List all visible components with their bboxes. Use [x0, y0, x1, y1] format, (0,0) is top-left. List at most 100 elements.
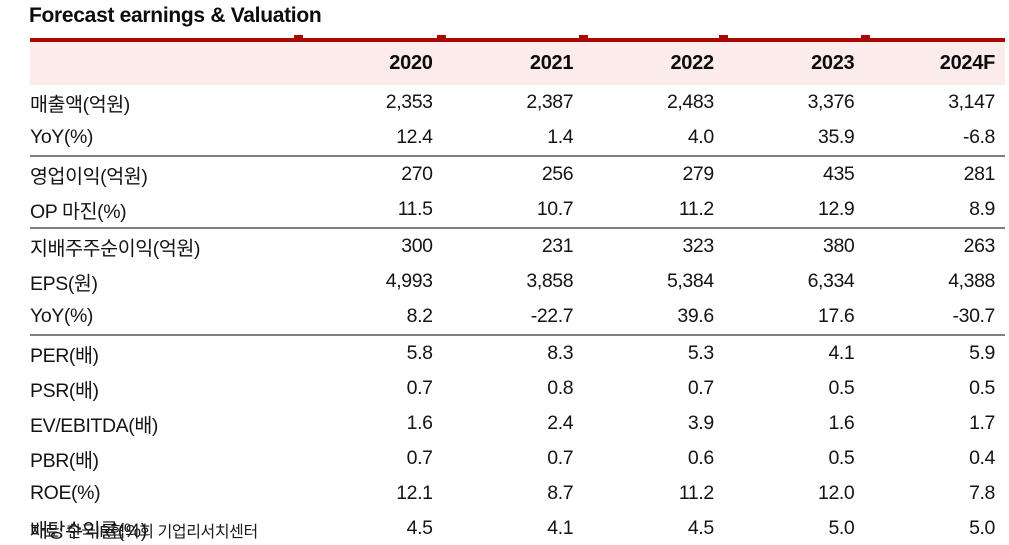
row-label: 배당수익률(%): [30, 511, 302, 545]
column-boundary-tick: [579, 35, 588, 38]
table-cell-value: 11.2: [583, 192, 724, 229]
table-cell-value: 380: [823, 235, 855, 257]
column-header-year: 2021: [529, 52, 574, 74]
table-cell-value: 435: [823, 163, 855, 185]
table-cell-value: 8.7: [547, 482, 574, 504]
table-header-row: 2020 2021 2022 2023 2024F: [30, 42, 1005, 85]
table-cell-value: 231: [541, 235, 574, 257]
table-cell-value: -22.7: [442, 299, 584, 336]
row-label: YoY(%): [30, 299, 302, 336]
row-label: 매출액(억원): [30, 94, 130, 116]
table-row: PER(배) 5.8 8.3 5.3 4.1 5.9: [30, 335, 1005, 371]
column-header-year: 2020: [389, 52, 433, 74]
table-cell-value: 2,483: [666, 91, 714, 113]
table-cell-value: 0.8: [547, 377, 574, 399]
row-label: ROE(%): [30, 482, 101, 504]
table-cell-value: 0.6: [687, 447, 714, 469]
table-row: OP 마진(%) 11.5 10.7 11.2 12.9 8.9: [30, 192, 1005, 229]
table-cell-value: 12.0: [818, 482, 855, 504]
table-cell-value: 279: [682, 163, 714, 185]
table-cell-value: 281: [963, 163, 996, 185]
table-row: PBR(배) 0.7 0.7 0.6 0.5 0.4: [30, 441, 1005, 476]
valuation-table: 2020 2021 2022 2023 2024F 매출액(억원) 2,353 2,387 2…: [30, 42, 1005, 545]
row-label-column-header: [30, 42, 302, 85]
table-cell-value: 3,858: [526, 270, 574, 292]
table-cell-value: 256: [541, 163, 574, 185]
table-cell-value: 2,353: [385, 91, 433, 113]
table-cell-value: 10.7: [442, 192, 584, 229]
row-label: PSR(배): [30, 380, 99, 402]
table-cell-value: 0.7: [406, 377, 433, 399]
row-label: 지배주주순이익(억원): [30, 238, 201, 260]
row-label: EPS(원): [30, 273, 98, 295]
table-cell-value: 3.9: [687, 412, 714, 434]
table-row: EV/EBITDA(배) 1.6 2.4 3.9 1.6 1.7: [30, 406, 1005, 441]
table-row: PSR(배) 0.7 0.8 0.7 0.5 0.5: [30, 371, 1005, 406]
table-cell-value: 4,993: [385, 270, 433, 292]
table-cell-value: 270: [401, 163, 433, 185]
table-cell-value: 4.5: [302, 511, 443, 545]
page-title: Forecast earnings & Valuation: [29, 4, 322, 27]
table-cell-value: 4.1: [828, 342, 855, 364]
table-cell-value: 4.5: [583, 511, 724, 545]
table-cell-value: 0.7: [547, 447, 574, 469]
table-cell-value: 300: [401, 235, 433, 257]
table-cell-value: 39.6: [583, 299, 724, 336]
table-container: 2020 2021 2022 2023 2024F 매출액(억원) 2,353 2,387 2…: [30, 35, 1005, 545]
table-cell-value: -6.8: [864, 120, 1005, 157]
row-label: PBR(배): [30, 450, 99, 472]
accent-rule: [30, 35, 1005, 42]
table-cell-value: 11.5: [302, 192, 443, 229]
table-cell-value: 8.9: [864, 192, 1005, 229]
column-boundary-tick: [294, 35, 303, 38]
table-cell-value: 4.0: [583, 120, 724, 157]
table-cell-value: 0.4: [969, 447, 995, 469]
table-cell-value: 2,387: [526, 91, 574, 113]
table-cell-value: 3,376: [807, 91, 855, 113]
table-cell-value: 263: [963, 235, 996, 257]
table-row: EPS(원) 4,993 3,858 5,384 6,334 4,388: [30, 264, 1005, 299]
table-cell-value: 5.0: [864, 511, 1005, 545]
column-header-year: 2023: [811, 52, 855, 74]
table-cell-value: 5.9: [969, 342, 995, 364]
table-cell-value: 1.7: [969, 412, 995, 434]
table-cell-value: 12.9: [723, 192, 865, 229]
table-cell-value: 0.5: [828, 377, 855, 399]
table-cell-value: 8.3: [547, 342, 574, 364]
column-boundary-tick: [719, 35, 728, 38]
table-cell-value: 0.7: [687, 377, 714, 399]
table-cell-value: 17.6: [723, 299, 865, 336]
row-label: EV/EBITDA(배): [30, 415, 158, 437]
table-cell-value: 5.3: [687, 342, 714, 364]
row-label: PER(배): [30, 345, 99, 367]
table-cell-value: 3,147: [948, 91, 995, 113]
table-row: YoY(%) 12.4 1.4 4.0 35.9 -6.8: [30, 120, 1005, 157]
column-boundary-tick: [861, 35, 870, 38]
column-header-year: 2024F: [939, 52, 996, 74]
table-row: 지배주주순이익(억원) 300 231 323 380 263: [30, 228, 1005, 264]
table-row: ROE(%) 12.1 8.7 11.2 12.0 7.8: [30, 476, 1005, 511]
table-cell-value: 323: [682, 235, 714, 257]
row-label: YoY(%): [30, 120, 302, 157]
column-header-year: 2022: [670, 52, 714, 74]
table-cell-value: 12.1: [396, 482, 433, 504]
table-cell-value: 0.7: [406, 447, 433, 469]
table-cell-value: 35.9: [723, 120, 865, 157]
table-row: 매출액(억원) 2,353 2,387 2,483 3,376 3,147: [30, 85, 1005, 120]
table-cell-value: 1.6: [406, 412, 433, 434]
source-note: 자료: 한국IR협의회 기업리서치센터: [30, 524, 258, 541]
table-cell-value: 1.6: [828, 412, 855, 434]
table-cell-value: 5.0: [723, 511, 865, 545]
table-row: 영업이익(억원) 270 256 279 435 281: [30, 156, 1005, 192]
row-label: 영업이익(억원): [30, 166, 148, 188]
table-cell-value: 4,388: [948, 270, 995, 292]
row-label: OP 마진(%): [30, 192, 302, 229]
table-row: YoY(%) 8.2 -22.7 39.6 17.6 -30.7: [30, 299, 1005, 336]
table-cell-value: 8.2: [302, 299, 443, 336]
table-cell-value: 0.5: [969, 377, 995, 399]
table-cell-value: 11.2: [678, 482, 714, 504]
table-cell-value: 0.5: [828, 447, 855, 469]
table-cell-value: 4.1: [442, 511, 584, 545]
table-cell-value: 5,384: [666, 270, 714, 292]
